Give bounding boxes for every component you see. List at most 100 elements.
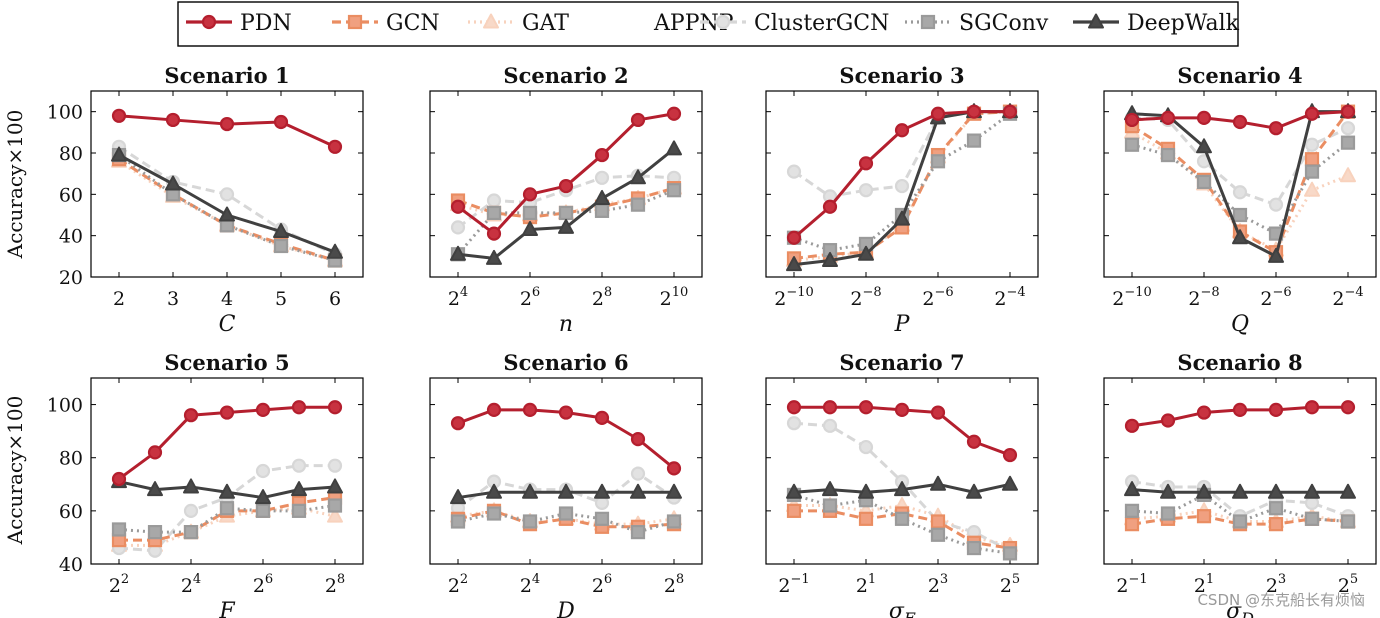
series-pdn: [111, 108, 343, 154]
data-point-deepwalk: [1124, 481, 1140, 497]
x-tick-label: 6: [329, 288, 341, 310]
data-point-pdn: [1196, 405, 1212, 420]
x-tick-label: 26: [520, 285, 540, 310]
legend-entry-sgconv: SGConv: [905, 11, 1049, 36]
legend-label-sgconv: SGConv: [959, 11, 1049, 36]
data-point-deepwalk: [858, 483, 874, 499]
data-point-deepwalk: [255, 489, 271, 505]
x-tick-label: 28: [664, 572, 684, 597]
axis-frame: [90, 377, 364, 565]
data-point-pdn: [786, 400, 802, 415]
data-point-sgconv: [966, 540, 982, 556]
data-point-gat: [1304, 181, 1320, 197]
series-pdn: [450, 106, 682, 241]
data-point-deepwalk: [858, 245, 874, 261]
panel-scenario-4: Scenario 4 2−10 2−8 2−6 2−4 Q: [1103, 63, 1377, 337]
x-tick-label: 3: [167, 288, 179, 310]
legend-marker-gat: [483, 13, 499, 29]
data-point-sgconv: [273, 238, 289, 254]
data-point-deepwalk: [1340, 483, 1356, 499]
data-point-clustergcn: [1268, 197, 1284, 212]
x-tick-label: 26: [592, 572, 612, 597]
x-tick-label: 21: [1194, 572, 1214, 597]
data-point-deepwalk: [666, 140, 682, 156]
series-deepwalk: [111, 473, 343, 505]
series-line-gat: [118, 160, 336, 262]
x-tick-label: 26: [253, 572, 273, 597]
data-point-pdn: [327, 400, 343, 415]
data-point-deepwalk: [450, 489, 466, 505]
data-point-deepwalk: [666, 483, 682, 499]
data-point-sgconv: [1124, 503, 1140, 518]
data-point-deepwalk: [558, 218, 574, 234]
data-point-deepwalk: [1268, 247, 1284, 263]
data-point-deepwalk: [327, 243, 343, 259]
data-point-gcn: [786, 503, 802, 518]
x-axis-label: F: [218, 599, 235, 618]
data-point-pdn: [1232, 114, 1248, 130]
data-point-gcn: [1268, 517, 1284, 532]
data-point-pdn: [1160, 110, 1176, 125]
x-tick-label: 24: [520, 572, 540, 597]
axis-frame: [765, 377, 1039, 565]
data-point-pdn: [1304, 106, 1320, 121]
data-point-sgconv: [486, 506, 502, 521]
x-axis-label: σF: [889, 599, 916, 618]
data-point-pdn: [1196, 110, 1212, 125]
data-point-sgconv: [486, 205, 502, 221]
data-point-sgconv: [1232, 207, 1248, 223]
data-point-sgconv: [111, 522, 127, 537]
data-point-pdn: [930, 405, 946, 420]
x-tick-label: 25: [1000, 572, 1020, 597]
legend-marker-sgconv: [920, 14, 936, 30]
data-point-clustergcn: [1304, 137, 1320, 152]
data-point-sgconv: [219, 501, 235, 516]
series-pdn: [111, 400, 343, 487]
x-tick-label: 2−4: [994, 285, 1025, 310]
data-point-pdn: [822, 400, 838, 415]
data-point-deepwalk: [1232, 483, 1248, 499]
data-point-sgconv: [1304, 164, 1320, 179]
panel-scenario-1: Scenario 1 20 40 60 80 100 2 3 4 5 6 C: [47, 63, 364, 337]
data-point-gcn: [930, 514, 946, 529]
axis-frame: [765, 90, 1039, 278]
panel-title: Scenario 5: [164, 350, 289, 375]
data-point-deepwalk: [219, 206, 235, 222]
data-point-pdn: [1340, 104, 1356, 119]
legend-label-gat: GAT: [522, 11, 569, 36]
x-tick-label: 2−10: [774, 285, 814, 310]
data-point-pdn: [630, 112, 646, 128]
legend-label-pdn: PDN: [240, 11, 292, 36]
data-point-gcn: [858, 511, 874, 526]
data-point-pdn: [273, 114, 289, 130]
data-point-sgconv: [558, 506, 574, 521]
panel-title: Scenario 7: [839, 350, 964, 375]
data-point-clustergcn: [858, 439, 874, 455]
data-point-pdn: [858, 400, 874, 415]
data-point-sgconv: [630, 525, 646, 540]
data-point-pdn: [630, 432, 646, 447]
data-point-pdn: [1002, 447, 1018, 463]
data-point-deepwalk: [522, 483, 538, 499]
data-point-deepwalk: [594, 483, 610, 499]
data-point-gcn: [1304, 152, 1320, 167]
panel-scenario-7: Scenario 7 2−1 21 23 25 σF: [765, 350, 1039, 618]
data-point-deepwalk: [1232, 229, 1248, 245]
x-tick-label: 2−4: [1332, 285, 1363, 310]
data-point-pdn: [894, 123, 910, 138]
data-point-pdn: [450, 416, 466, 431]
data-point-pdn: [1340, 400, 1356, 415]
data-point-pdn: [255, 402, 271, 417]
legend-label-gcn: GCN: [386, 11, 440, 36]
x-axis-label: D: [556, 599, 575, 618]
data-point-deepwalk: [486, 249, 502, 265]
data-point-sgconv: [1340, 514, 1356, 529]
data-point-clustergcn: [219, 187, 235, 202]
data-point-pdn: [1124, 112, 1140, 128]
data-point-deepwalk: [786, 256, 802, 272]
data-point-clustergcn: [858, 183, 874, 198]
data-point-clustergcn: [255, 463, 271, 479]
x-tick-label: 2−6: [1260, 285, 1291, 310]
data-point-pdn: [1124, 418, 1140, 433]
